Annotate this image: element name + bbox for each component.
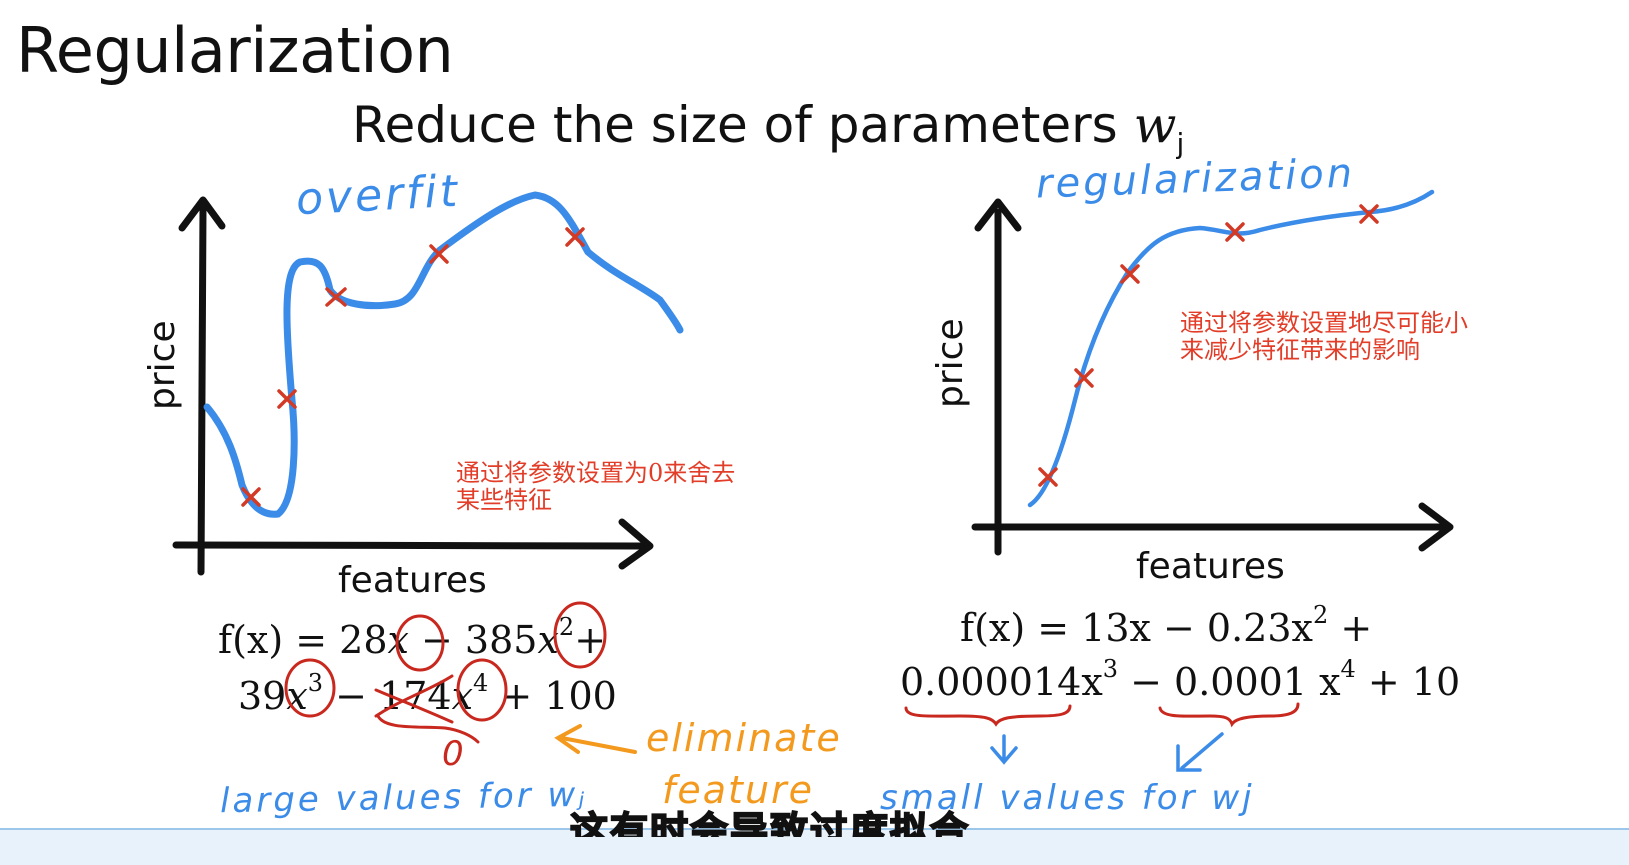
left-x-arrow	[618, 518, 654, 570]
right-note-line-1: 通过将参数设置地尽可能小	[1180, 309, 1468, 337]
eq-l2-c1: 39	[238, 674, 287, 718]
req-l2-pb: 4	[1340, 655, 1356, 683]
underbrace-right-2	[1158, 702, 1300, 728]
zero-annotation: 0	[442, 734, 464, 774]
eq-l2-pow4: 4	[473, 669, 489, 697]
eq-l2-pow3: 3	[307, 669, 324, 697]
circle-x2	[553, 601, 607, 669]
right-note: 通过将参数设置地尽可能小 来减少特征带来的影响	[1180, 310, 1468, 364]
left-markers	[241, 227, 585, 507]
subtitle-sub: j	[1176, 127, 1185, 160]
right-xlabel: features	[1136, 546, 1285, 587]
eq-l2-tail: + 100	[488, 674, 617, 718]
subtitle-text: Reduce the size of parameters	[352, 96, 1134, 154]
strike-174-a	[374, 688, 454, 724]
slide-title: Regularization	[16, 14, 454, 87]
right-axes	[971, 198, 1454, 556]
left-note: 通过将参数设置为0来舍去 某些特征	[456, 460, 735, 514]
eq-l1-prefix: f(x) = 28	[218, 618, 388, 662]
large-values-label: large values for wⱼ	[219, 774, 588, 822]
subtitle-w: w	[1133, 96, 1177, 154]
left-y-arrow	[178, 196, 226, 232]
left-axes	[172, 196, 654, 576]
req-l2-a: 0.000014x	[900, 660, 1103, 704]
circle-x3	[284, 658, 336, 718]
strike-174-b	[374, 674, 454, 718]
req-l2-b: − 0.0001 x	[1118, 660, 1341, 704]
left-xlabel: features	[338, 560, 487, 601]
left-x-axis	[172, 541, 652, 550]
right-equation-line-1: f(x) = 13x − 0.23x2 +	[960, 603, 1373, 650]
feature-label: feature	[662, 768, 815, 812]
eq-l2-minus: −	[323, 674, 380, 718]
right-equation-line-2: 0.000014x3 − 0.0001 x4 + 10	[900, 657, 1461, 704]
circle-x4	[456, 658, 508, 722]
eq-l1-pow2: 2	[558, 613, 575, 641]
eliminate-label: eliminate	[646, 716, 842, 760]
left-note-line-2: 某些特征	[456, 486, 552, 514]
subtitle-caption: 这有时会导致过度拟合	[570, 808, 971, 853]
small-arrow-1	[990, 734, 1018, 765]
underbrace-174	[376, 714, 480, 744]
overfit-curve	[203, 191, 684, 518]
eq-l1-x2: x	[537, 618, 559, 662]
right-markers	[1038, 204, 1379, 487]
req-l2-pa: 3	[1102, 655, 1119, 683]
underbrace-right-1	[904, 704, 1072, 727]
req-l2-c: + 10	[1355, 660, 1461, 704]
eliminate-arrowhead	[554, 724, 582, 754]
right-note-line-2: 来减少特征带来的影响	[1180, 336, 1420, 364]
small-values-label: small values for wj	[880, 778, 1255, 818]
small-arrow-2	[1176, 732, 1224, 772]
req-l1-pow: 2	[1312, 601, 1329, 629]
req-l1-text: f(x) = 13x − 0.23x	[960, 606, 1313, 650]
circle-x	[395, 614, 445, 672]
req-l1-tail: +	[1328, 606, 1373, 650]
slide-subtitle: Reduce the size of parameters wj	[352, 96, 1184, 160]
left-note-line-1: 通过将参数设置为0来舍去	[456, 459, 736, 487]
eliminate-arrow	[560, 736, 637, 754]
right-y-arrow	[974, 198, 1022, 232]
left-equation-line-1: f(x) = 28x − 385x2+	[218, 615, 606, 662]
bottom-bar	[0, 828, 1629, 865]
left-y-axis	[197, 204, 207, 576]
right-x-arrow	[1418, 502, 1454, 552]
